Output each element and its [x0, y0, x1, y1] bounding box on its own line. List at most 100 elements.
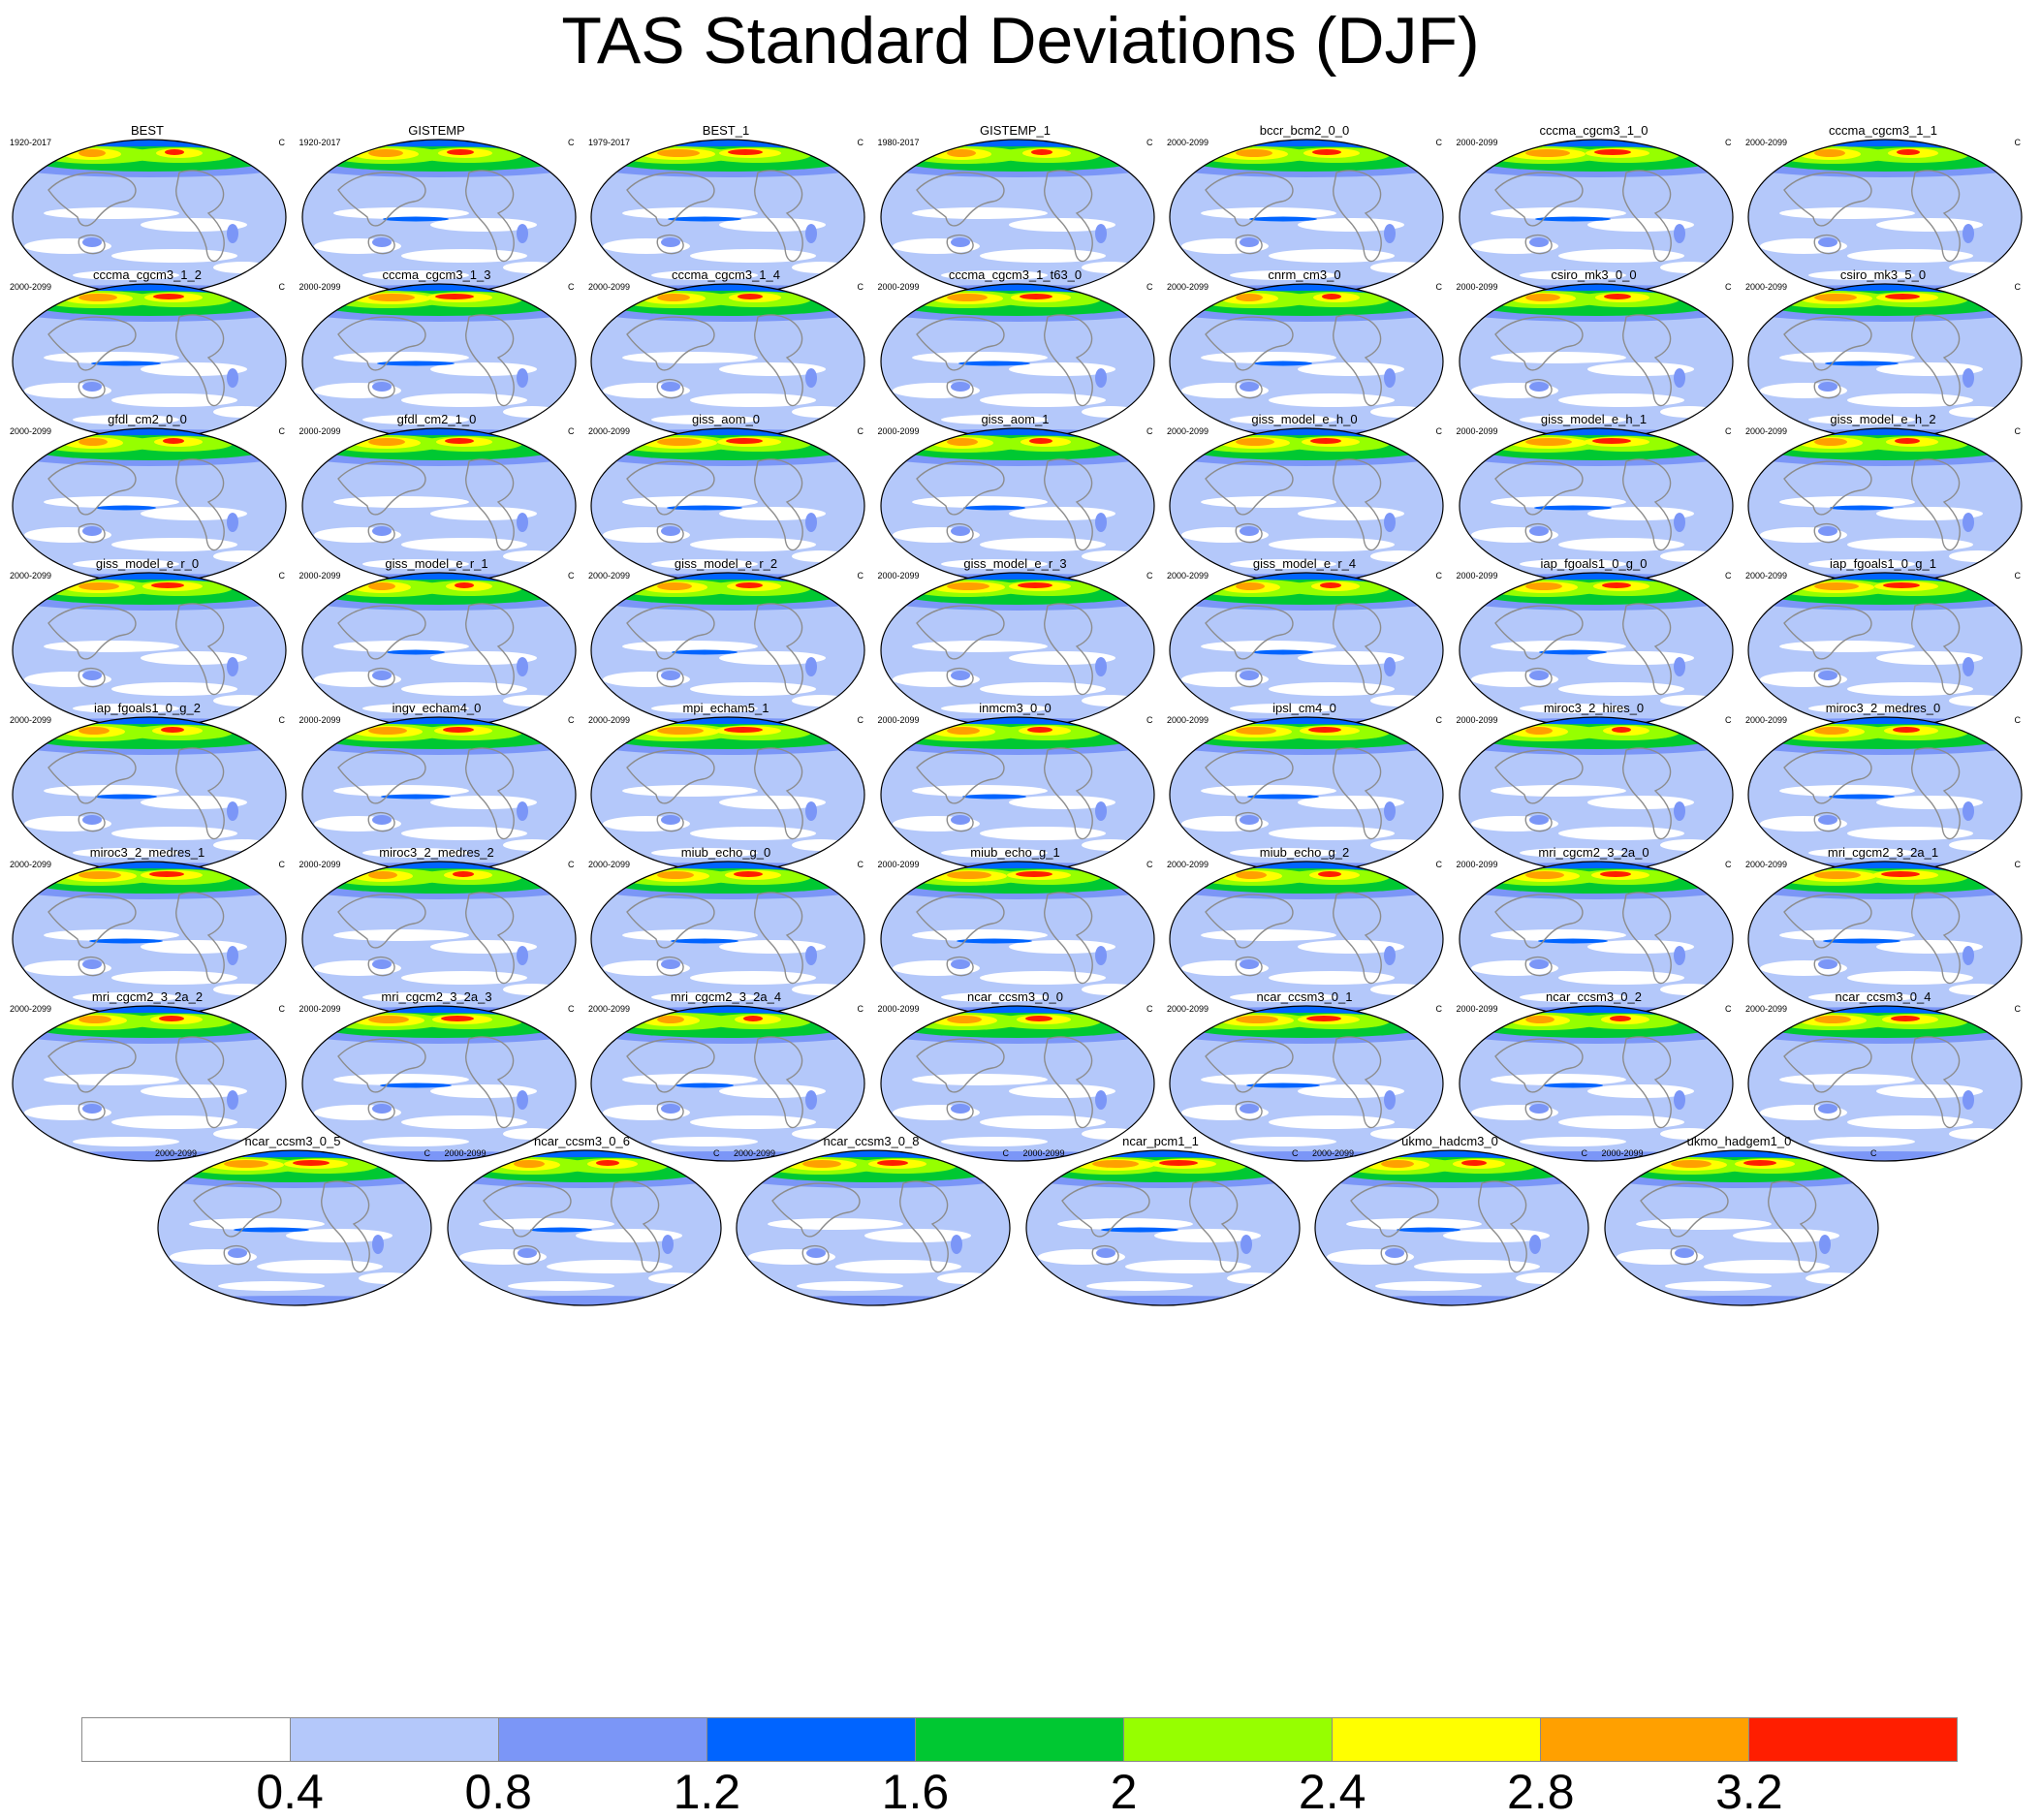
low-std-band [1269, 682, 1395, 696]
peak-std-zone [153, 294, 184, 299]
map-plot [879, 1005, 1155, 1162]
coastline [771, 1180, 949, 1273]
low-std-band [1201, 785, 1336, 797]
low-std-band [979, 1115, 1106, 1129]
south-america-zone [1962, 657, 1974, 676]
map-panel: ukmo_hadcm3_0 2000-2099 C [1304, 1135, 1595, 1317]
map-plot [1169, 427, 1444, 584]
low-std-band [1847, 1115, 1973, 1129]
australia-zone [950, 382, 970, 392]
panel-unit: C [1146, 426, 1153, 436]
low-std-band [1779, 641, 1915, 652]
panel-model-name: ncar_ccsm3_0_1 [1256, 989, 1353, 1004]
low-std-band [361, 559, 469, 569]
peak-std-zone [1158, 1160, 1198, 1166]
low-std-band [1847, 827, 1973, 840]
peak-std-zone [946, 438, 978, 446]
low-std-band [1779, 352, 1915, 363]
colorbar-swatch [291, 1718, 499, 1761]
coastline [1205, 892, 1382, 985]
coastline [1060, 1180, 1239, 1273]
panel-unit: C [2014, 426, 2022, 436]
map-border [736, 1149, 1011, 1306]
map-panel: giss_model_e_h_0 2000-2099 C [1159, 413, 1450, 595]
colorbar-swatch [707, 1718, 916, 1761]
south-america-zone [805, 368, 817, 388]
coastline [1783, 603, 1961, 696]
peak-std-zone [1015, 871, 1052, 877]
map-panel: cnrm_cm3_0 2000-2099 C [1159, 268, 1450, 451]
map-panel: bccr_bcm2_0_0 2000-2099 C [1159, 124, 1450, 306]
map-plot [590, 139, 865, 296]
colorbar-swatch [1749, 1718, 1957, 1761]
coastline [915, 314, 1093, 407]
panel-unit: C [2014, 138, 2022, 147]
south-america-zone [1529, 1235, 1541, 1254]
low-std-band [361, 270, 469, 280]
south-america-zone [1962, 368, 1974, 388]
panel-unit: C [1725, 282, 1732, 292]
map-panel: GISTEMP_1 1980-2017 C [870, 124, 1161, 306]
panel-period: 2000-2099 [298, 715, 341, 725]
low-std-band [835, 1260, 961, 1273]
low-std-band [1269, 827, 1395, 840]
panel-period: 2000-2099 [1022, 1148, 1065, 1158]
coastline [626, 747, 803, 840]
australia-zone [1818, 671, 1837, 680]
south-america-zone [1384, 1090, 1396, 1110]
low-std-band [1124, 1260, 1251, 1273]
map-panel: ncar_ccsm3_0_2 2000-2099 C [1449, 990, 1740, 1173]
low-std-band [690, 538, 816, 551]
low-std-band [332, 352, 469, 363]
coastline [915, 603, 1093, 696]
panel-model-name: ncar_ccsm3_0_4 [1835, 989, 1931, 1004]
low-std-band [940, 848, 1048, 858]
south-america-zone [805, 801, 817, 821]
panel-period: 1980-2017 [877, 138, 920, 147]
peak-std-zone [736, 582, 763, 588]
panel-period: 2000-2099 [588, 426, 631, 436]
panel-grid: BEST 1920-2017 C GISTEMP 1920-2017 C BEST_1 197… [2, 123, 2023, 1317]
peak-std-zone [657, 727, 704, 735]
panel-unit: C [278, 138, 286, 147]
panel-unit: C [1435, 426, 1443, 436]
std-field [13, 1006, 286, 1161]
low-std-band [1557, 971, 1684, 985]
low-std-band [73, 704, 179, 713]
map-border [1603, 1149, 1879, 1306]
south-america-zone [516, 368, 528, 388]
panel-unit: C [857, 282, 864, 292]
low-std-band [400, 971, 527, 985]
tropical-pacific-band [89, 938, 163, 944]
coastline [626, 170, 803, 263]
map-panel: iap_fgoals1_0_g_2 2000-2099 C [2, 702, 293, 884]
peak-std-zone [802, 1160, 841, 1168]
australia-zone [1240, 815, 1259, 825]
peak-std-zone [1030, 149, 1052, 155]
australia-zone [1240, 959, 1259, 969]
low-std-band [546, 1260, 673, 1273]
low-std-band [1847, 538, 1973, 551]
map-plot [879, 572, 1155, 729]
panel-model-name: miub_echo_g_2 [1259, 845, 1350, 860]
panel-unit: C [857, 138, 864, 147]
map-border [300, 1005, 577, 1162]
panel-model-name: BEST_1 [702, 123, 750, 138]
low-std-band [111, 827, 237, 840]
peak-std-zone [78, 149, 106, 157]
low-std-band [622, 785, 758, 797]
peak-std-zone [1236, 727, 1276, 735]
australia-zone [371, 815, 392, 825]
peak-std-zone [1814, 438, 1847, 446]
low-std-band [44, 641, 179, 652]
panel-model-name: giss_model_e_r_1 [385, 556, 488, 571]
low-std-band [651, 415, 758, 424]
map-plot [1024, 1149, 1301, 1306]
panel-unit: C [1725, 138, 1732, 147]
map-plot [300, 139, 577, 296]
panel-model-name: cccma_cgcm3_1_2 [93, 267, 202, 282]
peak-std-zone [657, 871, 694, 879]
low-std-band [400, 682, 527, 696]
panel-model-name: iap_fgoals1_0_g_2 [94, 701, 201, 715]
south-america-zone [1673, 946, 1685, 965]
